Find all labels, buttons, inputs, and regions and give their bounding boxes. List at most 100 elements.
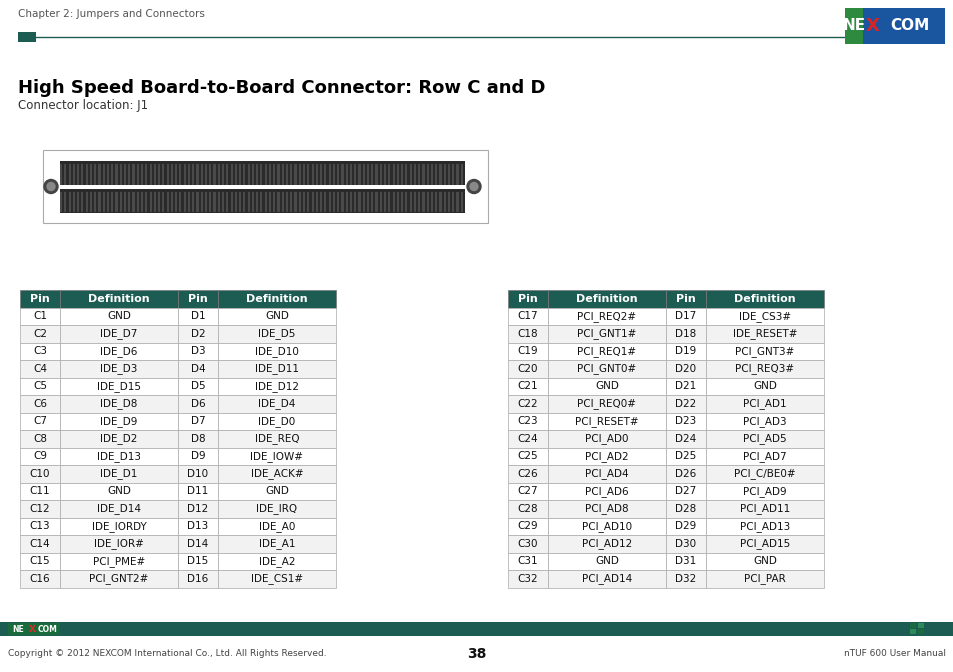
Bar [422, 165, 424, 185]
Text: C11: C11 [30, 487, 51, 496]
Bar [218, 448, 335, 465]
Bar [705, 360, 823, 378]
Bar [277, 165, 279, 185]
Bar [64, 192, 67, 212]
Bar [218, 500, 335, 517]
Bar [328, 192, 331, 212]
Bar [252, 192, 253, 212]
Text: X: X [29, 624, 35, 634]
Bar [319, 165, 322, 185]
Bar [405, 165, 407, 185]
Bar [705, 413, 823, 430]
Bar [354, 165, 355, 185]
Text: High Speed Board-to-Board Connector: Row C and D: High Speed Board-to-Board Connector: Row… [18, 79, 545, 97]
Text: D8: D8 [191, 433, 205, 444]
Bar [312, 192, 314, 212]
Bar [175, 192, 177, 212]
Text: GND: GND [595, 381, 618, 391]
Bar [178, 378, 218, 395]
Bar [183, 192, 186, 212]
Text: C3: C3 [33, 346, 47, 356]
Bar [86, 165, 88, 185]
Bar [60, 165, 62, 185]
Bar [333, 165, 335, 185]
Bar [507, 482, 547, 500]
Bar [281, 192, 284, 212]
Text: GND: GND [265, 487, 289, 496]
Text: D29: D29 [675, 521, 696, 532]
Bar [315, 165, 317, 185]
Bar [248, 165, 250, 185]
Text: D2: D2 [191, 329, 205, 339]
Bar [294, 165, 296, 185]
Bar [60, 189, 464, 213]
Bar [460, 192, 462, 212]
Bar [507, 430, 547, 448]
Bar [507, 343, 547, 360]
Bar [128, 192, 131, 212]
Text: PCI_AD15: PCI_AD15 [740, 538, 789, 549]
Bar [547, 570, 665, 587]
Text: IDE_D9: IDE_D9 [100, 416, 137, 427]
Bar [400, 165, 403, 185]
Bar [273, 192, 275, 212]
Text: C19: C19 [517, 346, 537, 356]
Text: Definition: Definition [246, 294, 308, 304]
Bar [218, 325, 335, 343]
Bar [218, 517, 335, 535]
Bar [20, 430, 60, 448]
Bar [222, 165, 224, 185]
Bar [547, 552, 665, 570]
Bar [341, 192, 343, 212]
Bar [153, 165, 155, 185]
Bar [665, 378, 705, 395]
Text: IDE_ACK#: IDE_ACK# [251, 468, 303, 479]
Bar [665, 448, 705, 465]
Text: Copyright © 2012 NEXCOM International Co., Ltd. All Rights Reserved.: Copyright © 2012 NEXCOM International Co… [8, 650, 326, 659]
Bar [178, 343, 218, 360]
Text: D7: D7 [191, 416, 205, 426]
Text: PCI_REQ2#: PCI_REQ2# [577, 310, 636, 322]
Bar [417, 165, 419, 185]
Text: IDE_IRQ: IDE_IRQ [256, 503, 297, 514]
Text: COM: COM [38, 624, 58, 634]
Bar [60, 343, 178, 360]
Bar [409, 165, 412, 185]
Bar [298, 165, 300, 185]
Bar [69, 165, 71, 185]
Bar [94, 192, 96, 212]
Bar [547, 448, 665, 465]
Bar [303, 192, 305, 212]
Text: PCI_PAR: PCI_PAR [743, 573, 785, 584]
Bar [8, 623, 60, 635]
Bar [178, 482, 218, 500]
Text: D32: D32 [675, 574, 696, 584]
Text: IDE_D5: IDE_D5 [258, 329, 295, 339]
Text: GND: GND [107, 311, 131, 321]
Bar [98, 165, 100, 185]
Bar [264, 192, 267, 212]
Bar [379, 165, 381, 185]
Bar [443, 165, 445, 185]
Bar [507, 500, 547, 517]
Bar [98, 192, 100, 212]
Bar [178, 465, 218, 482]
Bar [426, 165, 428, 185]
Text: IDE_D1: IDE_D1 [100, 468, 137, 479]
Text: PCI_C/BE0#: PCI_C/BE0# [734, 468, 795, 479]
Bar [384, 192, 386, 212]
Bar [705, 570, 823, 587]
Bar [439, 192, 441, 212]
Bar [226, 192, 228, 212]
Bar [269, 192, 271, 212]
Text: NE: NE [841, 19, 864, 34]
Bar [396, 165, 398, 185]
Bar [547, 500, 665, 517]
Bar [375, 165, 377, 185]
Text: IDE_D4: IDE_D4 [258, 398, 295, 409]
Bar [354, 192, 355, 212]
Bar [162, 165, 164, 185]
Text: PCI_GNT1#: PCI_GNT1# [577, 329, 636, 339]
Text: D15: D15 [187, 556, 209, 566]
Text: GND: GND [752, 556, 776, 566]
